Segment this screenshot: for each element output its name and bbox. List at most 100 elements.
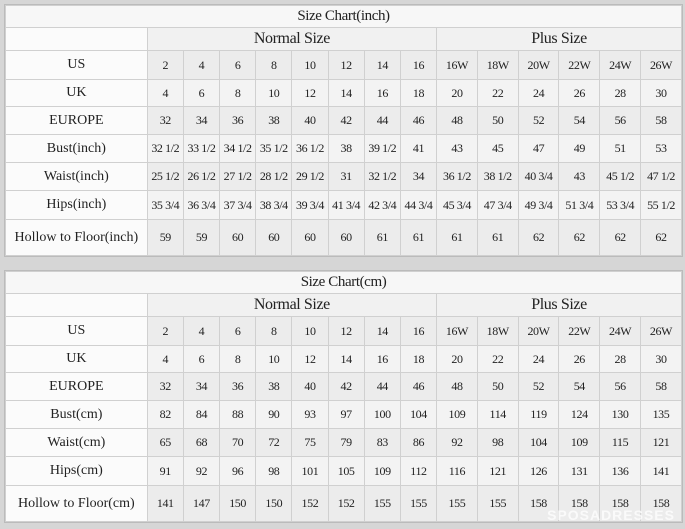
size-cell: 61 (476, 219, 519, 256)
size-cell: 44 (363, 372, 401, 401)
size-cell: 38 (327, 134, 365, 163)
size-cell: 45 3/4 (436, 190, 478, 220)
size-cell: 8 (255, 316, 293, 346)
size-cell: 20 (436, 79, 478, 107)
size-cell: 36 1/2 (291, 134, 329, 163)
group-normal-size: Normal Size (146, 293, 438, 317)
size-cell: 119 (517, 400, 560, 429)
row-label: Bust(cm) (5, 400, 148, 429)
row-label: UK (5, 79, 148, 107)
size-cell: 32 (146, 106, 184, 135)
size-cell: 150 (255, 485, 293, 522)
size-cell: 59 (182, 219, 221, 256)
size-cell: 60 (327, 219, 365, 256)
size-cell: 62 (517, 219, 560, 256)
size-cell: 31 (327, 162, 365, 191)
size-cell: 91 (146, 456, 184, 486)
size-cell: 53 3/4 (599, 190, 642, 220)
size-cell: 49 (558, 134, 601, 163)
size-cell: 34 (399, 162, 438, 191)
size-cell: 38 (255, 372, 293, 401)
size-cell: 26 1/2 (182, 162, 221, 191)
size-cell: 158 (558, 485, 601, 522)
size-cell: 47 1/2 (640, 162, 682, 191)
size-cell: 116 (436, 456, 478, 486)
size-cell: 98 (255, 456, 293, 486)
size-cell: 34 (182, 372, 221, 401)
size-cell: 43 (558, 162, 601, 191)
size-cell: 43 (436, 134, 478, 163)
size-cell: 98 (476, 428, 519, 457)
size-cell: 26W (640, 50, 682, 80)
table-row: UK 4 6 8 10 12 14 16 18 20 22 24 26 28 30 (5, 345, 683, 373)
size-cell: 61 (363, 219, 401, 256)
row-label: UK (5, 345, 148, 373)
row-label: Waist(inch) (5, 162, 148, 191)
size-cell: 32 1/2 (363, 162, 401, 191)
size-cell: 2 (146, 316, 184, 346)
size-cell: 32 (146, 372, 184, 401)
size-cell: 121 (639, 428, 683, 457)
size-cell: 93 (291, 400, 329, 429)
size-cell: 48 (436, 106, 478, 135)
size-cell: 4 (182, 50, 221, 80)
size-cell: 42 3/4 (363, 190, 401, 220)
size-cell: 68 (182, 428, 221, 457)
size-cell: 100 (363, 400, 401, 429)
size-cell: 109 (436, 400, 478, 429)
size-cell: 22W (558, 50, 601, 80)
table-row: US 2 4 6 8 10 12 14 16 16W 18W 20W 22W 24W 26W (5, 50, 682, 80)
size-cell: 20W (517, 316, 560, 346)
size-cell: 47 3/4 (476, 190, 519, 220)
size-cell: 12 (327, 50, 365, 80)
size-cell: 14 (327, 345, 365, 373)
size-cell: 46 (399, 106, 438, 135)
size-cell: 96 (219, 456, 257, 486)
size-cell: 58 (639, 372, 683, 401)
size-cell: 59 (146, 219, 184, 256)
size-cell: 40 (291, 106, 329, 135)
size-cell: 101 (291, 456, 329, 486)
size-cell: 36 (219, 372, 257, 401)
size-cell: 155 (436, 485, 478, 522)
size-cell: 136 (599, 456, 641, 486)
size-cell: 27 1/2 (219, 162, 257, 191)
size-cell: 60 (255, 219, 293, 256)
size-cell: 42 (327, 106, 365, 135)
table-row: Hollow to Floor(inch) 59 59 60 60 60 60 61 61 61 6… (5, 219, 682, 256)
table-row: UK 4 6 8 10 12 14 16 18 20 22 24 26 28 30 (5, 79, 682, 107)
size-cell: 41 (399, 134, 438, 163)
size-cell: 152 (291, 485, 329, 522)
size-cell: 8 (219, 79, 257, 107)
size-cell: 75 (291, 428, 329, 457)
size-cell: 47 (517, 134, 560, 163)
row-label: Bust(inch) (5, 134, 148, 163)
size-cell: 49 3/4 (517, 190, 560, 220)
table-row: EUROPE 32 34 36 38 40 42 44 46 48 50 52 54 56 58 (5, 372, 683, 401)
size-cell: 16 (399, 316, 438, 346)
size-cell: 158 (639, 485, 683, 522)
size-cell: 104 (399, 400, 438, 429)
size-cell: 16 (363, 345, 401, 373)
size-cell: 155 (363, 485, 401, 522)
size-cell: 44 (363, 106, 401, 135)
size-cell: 33 1/2 (182, 134, 221, 163)
size-cell: 18 (399, 345, 438, 373)
size-cell: 12 (291, 79, 329, 107)
size-cell: 61 (399, 219, 438, 256)
size-cell: 10 (255, 345, 293, 373)
table-title: Size Chart(cm) (5, 271, 682, 294)
row-label: Hollow to Floor(inch) (5, 219, 148, 256)
size-cell: 28 1/2 (255, 162, 293, 191)
size-cell: 16W (436, 50, 478, 80)
size-cell: 84 (182, 400, 221, 429)
table-row: EUROPE 32 34 36 38 40 42 44 46 48 50 52 54 56 58 (5, 106, 682, 135)
size-cell: 53 (640, 134, 682, 163)
size-cell: 152 (327, 485, 365, 522)
size-cell: 51 (599, 134, 642, 163)
size-cell: 4 (146, 79, 184, 107)
size-cell: 4 (182, 316, 221, 346)
size-cell: 26 (558, 345, 601, 373)
size-cell: 29 1/2 (291, 162, 329, 191)
size-table: Size Chart(cm) Normal Size Plus Size US 2 4 6 8… (5, 271, 683, 522)
